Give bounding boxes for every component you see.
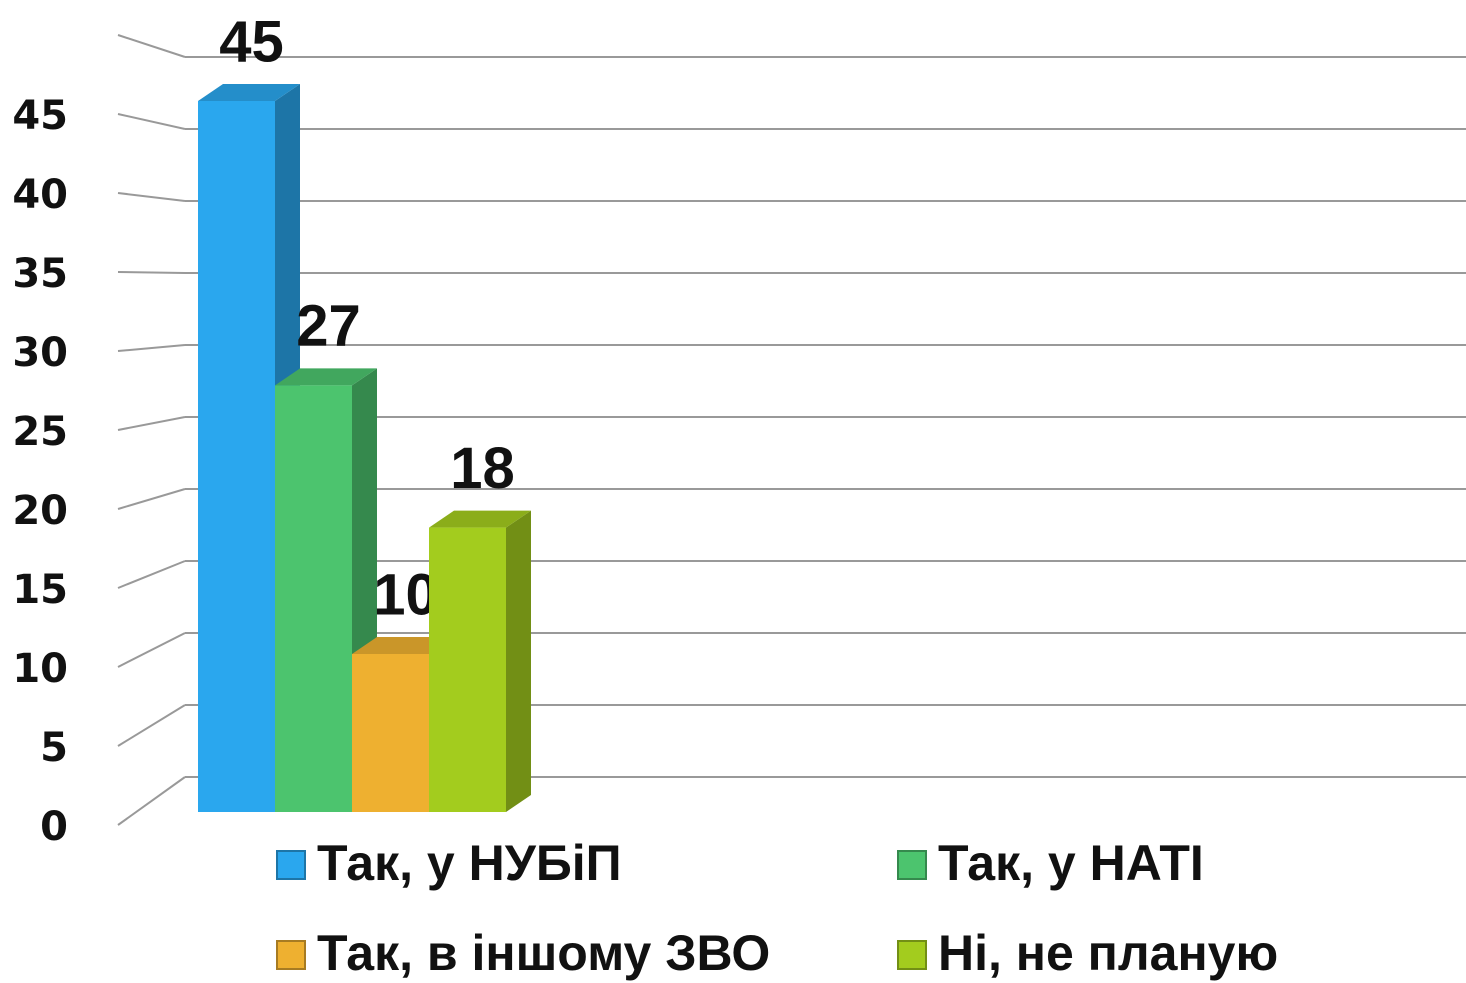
bar xyxy=(198,101,275,812)
bar xyxy=(352,654,429,812)
grid-line xyxy=(117,113,186,130)
bar-top xyxy=(198,84,300,101)
legend-label: Так, у НУБіП xyxy=(317,835,622,891)
bar-top xyxy=(275,368,377,386)
legend-swatch xyxy=(276,940,306,970)
grid-line xyxy=(117,192,186,202)
y-tick-label: 5 xyxy=(40,725,68,771)
legend-label: Так, у НАТІ xyxy=(938,835,1204,891)
grid-line xyxy=(117,488,186,510)
y-tick-label: 20 xyxy=(12,488,68,534)
bar xyxy=(429,527,506,812)
y-tick-label: 10 xyxy=(12,646,68,692)
legend-label: Ні, не планую xyxy=(938,925,1278,981)
frame-line xyxy=(117,34,186,58)
grid-line xyxy=(117,776,186,826)
grid-line xyxy=(117,632,186,668)
data-label: 18 xyxy=(450,436,515,501)
y-tick-label: 30 xyxy=(12,330,68,376)
grid-line xyxy=(117,560,186,589)
grid-line xyxy=(117,416,186,431)
y-tick-label: 35 xyxy=(12,251,68,297)
y-tick-label: 40 xyxy=(12,172,68,218)
data-label: 10 xyxy=(373,562,438,627)
y-tick-label: 0 xyxy=(40,804,68,850)
grid-line xyxy=(117,344,186,352)
legend-swatch xyxy=(276,850,306,880)
y-tick-label: 45 xyxy=(12,93,68,139)
legend-swatch xyxy=(897,850,927,880)
bar-top xyxy=(429,510,531,528)
grid-line xyxy=(117,271,186,274)
legend-swatch xyxy=(897,940,927,970)
grid-line xyxy=(117,704,186,747)
legend-label: Так, в іншому ЗВО xyxy=(317,925,770,981)
bar xyxy=(275,385,352,812)
data-label: 27 xyxy=(296,294,361,359)
y-tick-label: 25 xyxy=(12,409,68,455)
bar-top xyxy=(352,637,454,654)
data-label: 45 xyxy=(219,9,284,74)
bar-side xyxy=(506,510,531,812)
y-tick-label: 15 xyxy=(12,567,68,613)
